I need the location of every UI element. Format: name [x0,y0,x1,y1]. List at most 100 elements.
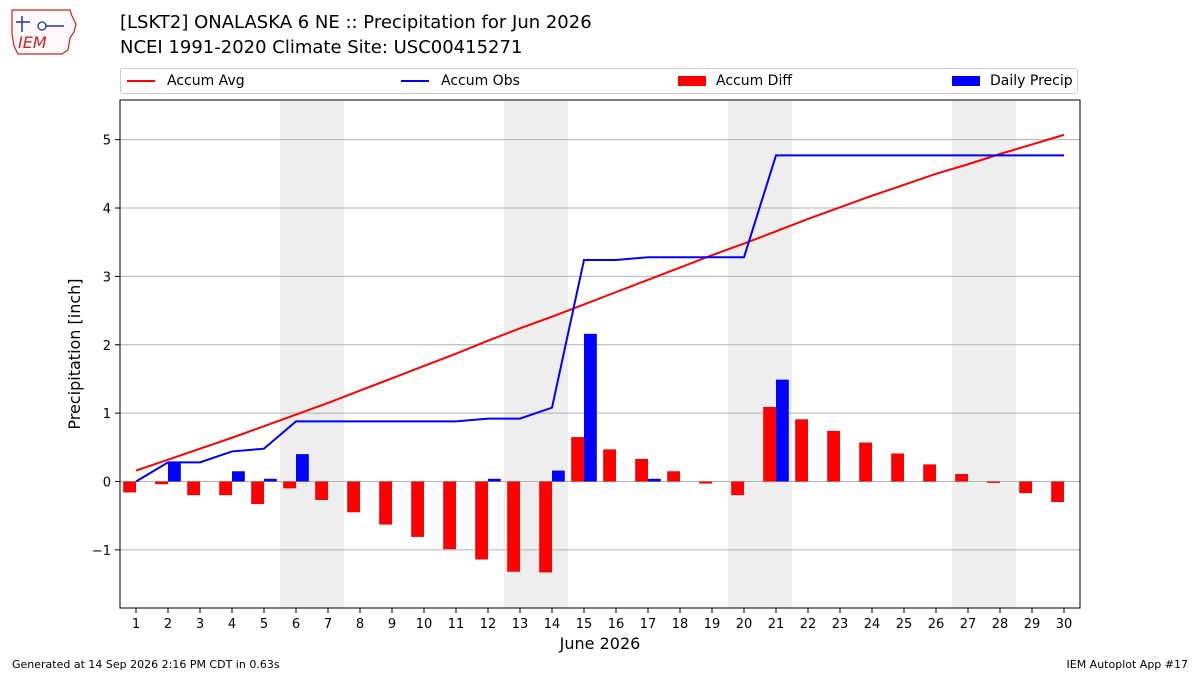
accum-diff-bar [699,481,712,484]
weekend-shade [728,100,792,608]
accum-diff-bar [891,453,904,482]
accum-diff-bar [731,481,744,496]
app-credit: IEM Autoplot App #17 [1066,658,1189,671]
daily-precip-bar [488,478,501,482]
x-tick-label: 10 [416,617,433,632]
accum-diff-bar [315,481,328,500]
x-tick-label: 11 [448,617,465,632]
accum-diff-bar [475,481,488,560]
x-tick-label: 3 [196,617,204,632]
legend-item-accum-diff: Accum Diff [678,69,792,93]
accum-diff-bar [827,430,840,482]
accum-diff-bar [955,473,968,482]
y-tick-label: −1 [92,544,111,559]
x-tick-label: 12 [480,617,497,632]
x-axis-label: June 2026 [559,634,641,653]
logo-text: IEM [18,33,47,52]
accum-diff-bar [347,481,360,513]
x-tick-label: 8 [356,617,364,632]
x-tick-label: 26 [928,617,945,632]
x-tick-label: 21 [768,617,785,632]
accum-diff-bar [507,481,520,572]
daily-precip-bar [648,478,661,482]
accum-diff-bar [859,442,872,482]
legend-label-accum-avg: Accum Avg [167,73,245,89]
accum-diff-bar [539,481,552,573]
daily-precip-bar [776,379,789,482]
x-tick-label: 14 [544,617,561,632]
x-tick-label: 29 [1024,617,1041,632]
legend-label-accum-obs: Accum Obs [441,73,520,89]
accum-diff-bar [443,481,456,550]
x-tick-label: 9 [388,617,396,632]
plot-frame [119,99,1081,609]
accum-diff-bar [1019,481,1032,494]
accum-obs-line [135,154,1064,483]
legend-swatch-accum-obs [401,80,429,82]
x-tick-label: 13 [512,617,529,632]
accum-diff-bars [123,406,1064,573]
generated-timestamp: Generated at 14 Sep 2026 2:16 PM CDT in … [12,658,280,671]
legend-label-daily-precip: Daily Precip [990,73,1073,89]
accum-diff-bar [123,481,136,493]
chart-title: [LSKT2] ONALASKA 6 NE :: Precipitation f… [120,12,592,33]
y-tick-label: 5 [103,134,111,149]
accum-diff-bar [635,458,648,482]
x-tick-label: 27 [960,617,977,632]
y-tick-label: 4 [103,202,111,217]
x-tick-label: 20 [736,617,753,632]
accum-diff-bar [379,481,392,525]
accum-diff-bar [283,481,296,489]
daily-precip-bar [232,471,245,482]
accum-avg-line [135,133,1065,472]
x-tick-label: 30 [1056,617,1073,632]
daily-precip-bar [168,462,181,482]
iowa-outline [11,9,77,55]
x-tick-label: 23 [832,617,849,632]
accum-diff-bar [603,449,616,482]
legend-item-accum-avg: Accum Avg [127,69,245,93]
x-axis-ticks: 1 2 3 4 5 6 7 8 9 10 11 12 13 14 15 16 17 18 19 20 21 22 23 24 2… [132,608,1072,632]
accum-diff-bar [763,406,776,482]
x-tick-label: 16 [608,617,625,632]
x-tick-label: 18 [672,617,689,632]
accum-diff-bar [187,481,200,496]
accum-diff-bar [251,481,264,505]
daily-precip-bar [584,333,597,482]
x-tick-label: 25 [896,617,913,632]
weekend-shade [952,100,1016,608]
accum-diff-bar [1051,481,1064,503]
accum-diff-bar [987,481,1000,483]
x-tick-label: 2 [164,617,172,632]
x-tick-label: 15 [576,617,593,632]
x-tick-label: 1 [132,617,140,632]
x-tick-label: 6 [292,617,300,632]
accum-diff-bar [667,471,680,482]
legend-item-daily-precip: Daily Precip [952,69,1073,93]
gridlines [120,139,1080,551]
x-tick-label: 19 [704,617,721,632]
daily-precip-bar [296,454,309,482]
x-tick-label: 28 [992,617,1009,632]
accum-diff-bar [571,437,584,482]
y-tick-label: 1 [103,407,111,422]
legend-label-accum-diff: Accum Diff [716,73,793,89]
legend-swatch-accum-avg [127,80,155,82]
y-tick-label: 2 [103,339,111,354]
x-tick-label: 5 [260,617,268,632]
accum-diff-bar [411,481,424,537]
weekend-shade [504,100,568,608]
daily-precip-bar [552,470,565,482]
x-tick-label: 17 [640,617,657,632]
x-tick-label: 7 [324,617,332,632]
x-tick-label: 4 [228,617,236,632]
accum-diff-bar [795,419,808,482]
y-tick-label: 0 [103,476,111,491]
accum-diff-bar [155,481,168,485]
x-tick-label: 22 [800,617,817,632]
weekend-shading [280,100,1016,608]
accum-diff-bar [923,464,936,482]
daily-precip-bar [264,478,277,482]
accum-lines [135,133,1065,483]
